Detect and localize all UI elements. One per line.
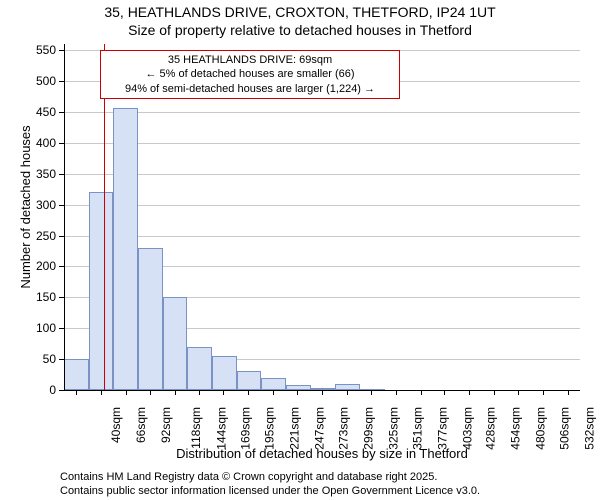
y-tick-label: 450	[16, 105, 56, 119]
y-tick-label: 350	[16, 167, 56, 181]
y-tick	[59, 236, 64, 237]
x-tick	[150, 390, 151, 395]
x-tick	[223, 390, 224, 395]
gridline	[64, 236, 580, 237]
x-tick-label: 532sqm	[583, 407, 597, 450]
y-tick-label: 550	[16, 43, 56, 57]
footer-line2: Contains public sector information licen…	[60, 484, 480, 498]
x-tick-label: 506sqm	[558, 407, 572, 450]
annotation-line2: ← 5% of detached houses are smaller (66)	[107, 67, 393, 81]
histogram-bar	[187, 347, 212, 390]
gridline	[64, 143, 580, 144]
x-tick	[421, 390, 422, 395]
y-tick-label: 400	[16, 136, 56, 150]
y-tick	[59, 81, 64, 82]
footer-line1: Contains HM Land Registry data © Crown c…	[60, 470, 480, 484]
gridline	[64, 205, 580, 206]
x-tick-label: 454sqm	[509, 407, 523, 450]
x-tick	[494, 390, 495, 395]
y-tick	[59, 50, 64, 51]
x-tick	[469, 390, 470, 395]
x-tick-label: 480sqm	[533, 407, 547, 450]
x-tick	[568, 390, 569, 395]
annotation-line1: 35 HEATHLANDS DRIVE: 69sqm	[107, 53, 393, 67]
x-tick-label: 195sqm	[263, 407, 277, 450]
y-axis-line	[64, 44, 65, 390]
x-tick-label: 169sqm	[238, 407, 252, 450]
histogram-bar	[212, 356, 237, 390]
annotation-line3: 94% of semi-detached houses are larger (…	[107, 82, 393, 96]
x-tick	[444, 390, 445, 395]
y-tick	[59, 205, 64, 206]
gridline	[64, 112, 580, 113]
y-tick	[59, 328, 64, 329]
x-tick-label: 428sqm	[484, 407, 498, 450]
footer-attribution: Contains HM Land Registry data © Crown c…	[60, 470, 480, 499]
x-tick	[518, 390, 519, 395]
histogram-bar	[64, 359, 89, 390]
y-tick-label: 50	[16, 352, 56, 366]
x-tick-label: 40sqm	[109, 407, 123, 443]
x-tick	[371, 390, 372, 395]
x-tick	[297, 390, 298, 395]
x-tick	[396, 390, 397, 395]
x-tick	[322, 390, 323, 395]
x-tick-label: 273sqm	[337, 407, 351, 450]
y-tick-label: 500	[16, 74, 56, 88]
histogram-bar	[89, 192, 114, 390]
histogram-bar	[163, 297, 188, 390]
histogram-bar	[237, 371, 262, 390]
histogram-bar	[261, 378, 286, 390]
y-tick	[59, 297, 64, 298]
x-tick	[101, 390, 102, 395]
x-tick-label: 118sqm	[189, 407, 203, 449]
chart-title-line1: 35, HEATHLANDS DRIVE, CROXTON, THETFORD,…	[0, 4, 600, 20]
y-tick	[59, 174, 64, 175]
y-tick	[59, 143, 64, 144]
chart-title-line2: Size of property relative to detached ho…	[0, 22, 600, 38]
chart-container: 35, HEATHLANDS DRIVE, CROXTON, THETFORD,…	[0, 0, 600, 500]
histogram-bar	[113, 108, 138, 390]
x-tick-label: 377sqm	[436, 407, 450, 450]
x-tick	[543, 390, 544, 395]
x-tick	[175, 390, 176, 395]
x-tick	[76, 390, 77, 395]
y-tick	[59, 390, 64, 391]
x-tick	[273, 390, 274, 395]
x-tick-label: 351sqm	[411, 407, 425, 450]
gridline	[64, 174, 580, 175]
x-tick	[126, 390, 127, 395]
x-tick-label: 66sqm	[134, 407, 148, 443]
y-tick-label: 150	[16, 290, 56, 304]
y-tick-label: 250	[16, 229, 56, 243]
y-tick-label: 300	[16, 198, 56, 212]
y-tick	[59, 112, 64, 113]
x-tick-label: 144sqm	[215, 407, 229, 450]
annotation-box: 35 HEATHLANDS DRIVE: 69sqm ← 5% of detac…	[100, 50, 400, 99]
x-tick-label: 325sqm	[386, 407, 400, 450]
x-tick-label: 92sqm	[159, 407, 173, 443]
y-tick-label: 200	[16, 259, 56, 273]
y-tick	[59, 359, 64, 360]
x-tick	[347, 390, 348, 395]
x-tick-label: 247sqm	[312, 407, 326, 450]
histogram-bar	[138, 248, 163, 390]
x-tick	[199, 390, 200, 395]
x-tick	[248, 390, 249, 395]
y-tick	[59, 266, 64, 267]
y-tick-label: 100	[16, 321, 56, 335]
x-tick-label: 221sqm	[288, 407, 302, 450]
y-tick-label: 0	[16, 383, 56, 397]
x-tick-label: 403sqm	[460, 407, 474, 450]
x-tick-label: 299sqm	[362, 407, 376, 450]
